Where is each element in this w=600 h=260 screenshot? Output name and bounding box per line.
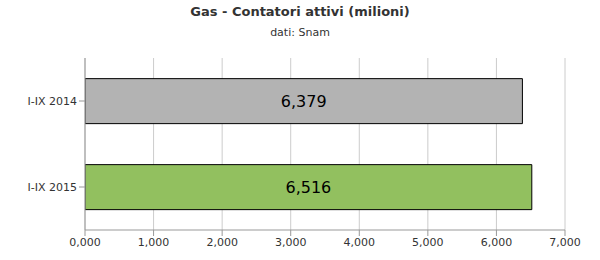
svg-text:6,000: 6,000 — [481, 236, 513, 249]
svg-text:4,000: 4,000 — [344, 236, 376, 249]
svg-text:5,000: 5,000 — [412, 236, 444, 249]
svg-text:I-IX 2015: I-IX 2015 — [28, 181, 77, 194]
svg-text:6,379: 6,379 — [281, 92, 327, 111]
svg-text:I-IX 2014: I-IX 2014 — [28, 95, 77, 108]
html-text:Gas - Contatori attivi (milion: Gas - Contatori attivi (milioni) — [190, 4, 410, 19]
svg-text:1,000: 1,000 — [138, 236, 170, 249]
svg-text:7,000: 7,000 — [549, 236, 581, 249]
html-text:dati: Snam: dati: Snam — [270, 26, 330, 39]
svg-text:3,000: 3,000 — [275, 236, 307, 249]
svg-text:0,000: 0,000 — [69, 236, 101, 249]
svg-text:6,516: 6,516 — [285, 178, 331, 197]
svg-text:2,000: 2,000 — [206, 236, 238, 249]
